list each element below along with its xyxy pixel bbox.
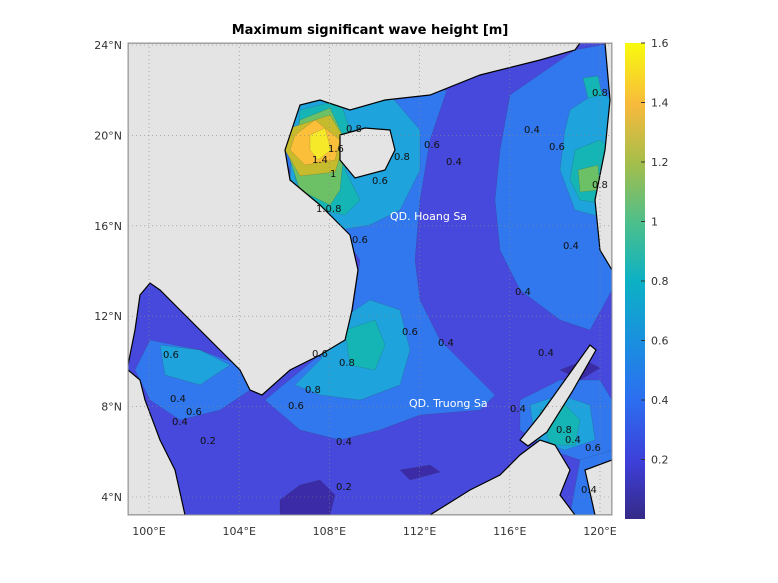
colorbar <box>625 43 645 519</box>
malay-peninsula <box>128 369 186 515</box>
contour-label: 1.0.8 <box>316 204 341 215</box>
contour-labels: 1.41.60.811.0.80.60.80.60.40.40.60.80.80… <box>163 88 608 496</box>
band-0.8-1.0 <box>582 75 603 99</box>
contour-label: 0.6 <box>163 350 179 361</box>
colorbar-tick-label: 0.4 <box>651 394 669 407</box>
chart-title: Maximum significant wave height [m] <box>232 23 509 38</box>
contour-label: 0.8 <box>394 152 410 163</box>
contour-label: 0.8 <box>592 180 608 191</box>
contour-label: 0.4 <box>581 485 597 496</box>
contour-label: 0.4 <box>538 348 554 359</box>
luzon <box>594 43 612 272</box>
band-0.0-0.2 <box>279 479 336 515</box>
label-truong-sa: QD. Truong Sa <box>409 397 488 410</box>
contour-label: 0.4 <box>336 437 352 448</box>
contour-label: 0.6 <box>424 140 440 151</box>
contour-label: 0.8 <box>305 385 321 396</box>
x-tick-label: 104°E <box>222 525 255 538</box>
contour-label: 0.6 <box>402 327 418 338</box>
contour-label: 0.8 <box>592 88 608 99</box>
contour-label: 0.4 <box>563 241 579 252</box>
contour-label: 0.6 <box>372 176 388 187</box>
contour-label: 0.4 <box>565 435 581 446</box>
colorbar-tick-label: 1 <box>651 216 658 229</box>
hainan-island <box>339 127 396 179</box>
borneo <box>428 439 576 515</box>
contour-label: 0.8 <box>346 124 362 135</box>
y-tick-label: 20°N <box>94 129 122 142</box>
contour-label: 0.4 <box>170 394 186 405</box>
colorbar-tick-label: 1.4 <box>651 97 669 110</box>
contour-label: 0.4 <box>172 417 188 428</box>
plot-frame <box>127 42 613 516</box>
contour-label: 0.4 <box>510 404 526 415</box>
colorbar-tick-label: 1.2 <box>651 156 669 169</box>
colorbar-tick-label: 1.6 <box>651 37 669 50</box>
x-tick-label: 120°E <box>583 525 616 538</box>
contour-label: 0.4 <box>446 157 462 168</box>
y-axis-ticks: 24°N 20°N 16°N 12°N 8°N 4°N <box>94 39 122 504</box>
colorbar-tick-label: 0.2 <box>651 454 669 467</box>
contour-label: 0.6 <box>186 407 202 418</box>
contour-label: 1 <box>330 169 336 180</box>
colorbar-tick-label: 0.6 <box>651 335 669 348</box>
x-tick-label: 100°E <box>132 525 165 538</box>
contour-label: 0.8 <box>339 358 355 369</box>
mindanao-sulu <box>584 459 612 515</box>
y-tick-label: 16°N <box>94 220 122 233</box>
contour-label: 0.6 <box>585 443 601 454</box>
contour-label: 0.4 <box>438 338 454 349</box>
x-tick-label: 116°E <box>493 525 526 538</box>
contour-label: 0.4 <box>515 287 531 298</box>
x-axis-ticks: 100°E 104°E 108°E 112°E 116°E 120°E <box>132 525 616 538</box>
colorbar-tick-label: 0.8 <box>651 275 669 288</box>
x-tick-label: 112°E <box>403 525 436 538</box>
contour-label: 1.6 <box>328 144 344 155</box>
palawan <box>519 344 597 447</box>
contour-label: 0.6 <box>312 349 328 360</box>
y-tick-label: 4°N <box>101 491 122 504</box>
land-masses <box>128 43 612 515</box>
contour-label: 0.8 <box>556 425 572 436</box>
contour-label: 0.6 <box>549 142 565 153</box>
contour-label: 0.2 <box>336 482 352 493</box>
contour-label: 0.6 <box>288 401 304 412</box>
y-tick-label: 12°N <box>94 310 122 323</box>
map-plot-area <box>128 43 612 515</box>
y-tick-label: 8°N <box>101 401 122 414</box>
contour-label: 0.6 <box>352 235 368 246</box>
gridlines <box>128 43 612 515</box>
label-hoang-sa: QD. Hoang Sa <box>390 210 467 223</box>
y-tick-label: 24°N <box>94 39 122 52</box>
band-1.6+ <box>309 127 332 161</box>
band-0.0-0.2 <box>399 464 441 481</box>
x-tick-label: 108°E <box>313 525 346 538</box>
contour-label: 0.4 <box>524 125 540 136</box>
mainland-asia <box>128 43 581 396</box>
band-0.6-0.8 <box>159 344 231 386</box>
contour-label: 0.2 <box>200 436 216 447</box>
band-0.8-1.0 <box>344 319 386 371</box>
colorbar-ticks: 1.6 1.4 1.2 1 0.8 0.6 0.4 0.2 <box>641 37 669 467</box>
contour-label: 1.4 <box>312 155 328 166</box>
